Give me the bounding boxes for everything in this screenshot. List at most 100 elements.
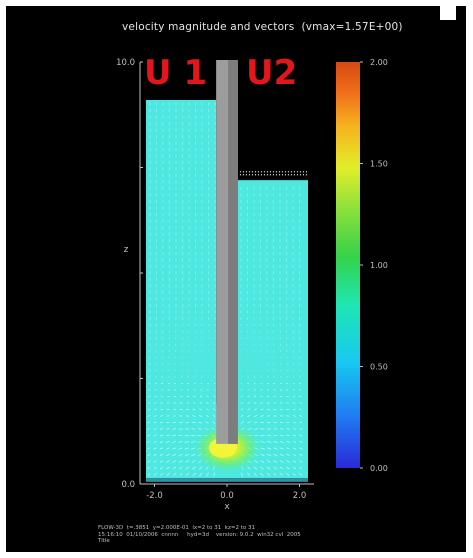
surface-dot-lower-273: [278, 174, 281, 176]
y-tick-label-1: 10.0: [116, 58, 135, 68]
velocity-vector-694: [181, 356, 183, 359]
velocity-vector-1047: [153, 466, 157, 470]
velocity-vector-1001: [286, 447, 290, 450]
velocity-vector-752: [148, 376, 151, 378]
velocity-vector-761: [207, 376, 209, 378]
surface-dot-upper-291: [296, 171, 299, 173]
surface-dot-lower-282: [287, 174, 290, 176]
velocity-vector-908: [205, 421, 209, 424]
surface-dot-upper-246: [251, 171, 254, 173]
velocity-vector-821: [186, 395, 190, 398]
velocity-vector-668: [149, 349, 151, 353]
velocity-vector-792: [292, 382, 295, 385]
surface-dot-lower-249: [254, 174, 257, 176]
velocity-vector-1007: [166, 453, 170, 457]
velocity-vector-696: [194, 356, 196, 359]
velocity-vector-964: [159, 441, 164, 443]
velocity-vector-707: [286, 356, 288, 359]
velocity-vector-727: [279, 363, 282, 365]
colorbar-tick-label-2: 1.00: [370, 261, 388, 270]
velocity-vector-884: [185, 415, 190, 417]
velocity-vector-859: [160, 408, 164, 411]
velocity-vector-940: [299, 428, 303, 430]
velocity-vector-1066: [299, 466, 303, 470]
velocity-vector-775: [161, 382, 164, 385]
velocity-vector-1023: [292, 453, 297, 457]
velocity-vector-877: [299, 408, 302, 411]
velocity-vector-671: [168, 350, 170, 352]
velocity-vector-754: [161, 376, 164, 378]
velocity-vector-988: [178, 447, 183, 450]
velocity-vector-1004: [147, 453, 151, 457]
velocity-vector-856: [299, 402, 302, 404]
velocity-vector-827: [247, 395, 250, 398]
velocity-vector-887: [205, 414, 209, 418]
velocity-vector-695: [187, 356, 190, 359]
velocity-vector-748: [279, 369, 282, 372]
velocity-vector-889: [240, 414, 244, 418]
velocity-vector-961: [299, 434, 303, 437]
velocity-vector-784: [240, 382, 243, 385]
velocity-vector-1025: [147, 460, 151, 463]
surface-dot-lower-294: [299, 174, 302, 176]
footer-line-1: FLOW-3D t=.3851 y=2.000E-01 ix=2 to 31 k…: [98, 525, 255, 531]
velocity-vector-1031: [185, 460, 190, 463]
velocity-vector-1060: [260, 466, 264, 470]
velocity-vector-1040: [266, 460, 271, 463]
velocity-vector-693: [174, 356, 177, 359]
surface-dot-upper-243: [248, 171, 251, 173]
velocity-vector-901: [159, 421, 164, 424]
velocity-vector-871: [260, 408, 264, 411]
colorbar-layer: 0.00 0.50 1.00 1.50 2.00: [336, 58, 388, 473]
velocity-vector-986: [165, 447, 170, 450]
velocity-vector-1074: [192, 472, 196, 477]
velocity-vector-907: [198, 421, 203, 424]
velocity-vector-1022: [286, 453, 290, 457]
velocity-vector-898: [299, 415, 303, 417]
velocity-vector-670: [161, 350, 164, 352]
velocity-vector-828: [253, 395, 257, 398]
velocity-vector-682: [260, 350, 262, 352]
surface-dot-lower-285: [290, 174, 293, 176]
velocity-vector-1054: [198, 466, 203, 470]
velocity-vector-1051: [179, 466, 183, 470]
velocity-vector-866: [206, 408, 209, 411]
velocity-vector-1081: [260, 472, 264, 477]
velocity-vector-985: [159, 447, 164, 450]
velocity-vector-902: [166, 421, 170, 424]
velocity-vector-1062: [273, 466, 277, 470]
surface-dot-lower-243: [248, 174, 251, 176]
velocity-vector-749: [286, 369, 288, 372]
velocity-vector-891: [253, 415, 258, 417]
footer-metadata: FLOW-3D t=.3851 y=2.000E-01 ix=2 to 31 k…: [98, 525, 301, 545]
velocity-vector-917: [286, 421, 290, 424]
velocity-vector-978: [273, 441, 278, 443]
velocity-vector-708: [292, 356, 295, 359]
velocity-vector-918: [292, 421, 296, 424]
x-tick-label-1: 0.0: [220, 491, 234, 501]
velocity-vector-843: [193, 402, 196, 404]
velocity-vector-684: [273, 350, 275, 352]
surface-dot-lower-252: [257, 174, 260, 176]
colorbar-bar: [336, 62, 360, 468]
velocity-vector-1020: [273, 453, 278, 457]
velocity-vector-801: [193, 389, 196, 391]
footer-line-2: 15:16:10 01/10/2006 cnnnn hyd=3d version…: [98, 531, 301, 538]
velocity-vector-691: [161, 356, 164, 359]
velocity-vector-814: [299, 389, 302, 391]
velocity-vector-683: [266, 350, 268, 352]
velocity-vector-834: [292, 395, 296, 398]
velocity-vector-781: [200, 382, 203, 385]
velocity-vector-880: [160, 415, 164, 417]
velocity-vector-824: [206, 395, 209, 398]
surface-dot-upper-258: [263, 171, 266, 173]
velocity-vector-1048: [160, 466, 164, 470]
velocity-vector-864: [192, 408, 196, 411]
velocity-vector-1042: [279, 460, 284, 463]
velocity-vector-1050: [172, 466, 177, 470]
velocity-vector-704: [266, 356, 269, 359]
velocity-vector-773: [148, 382, 151, 385]
velocity-vector-979: [279, 441, 284, 443]
velocity-vector-1008: [172, 453, 177, 457]
